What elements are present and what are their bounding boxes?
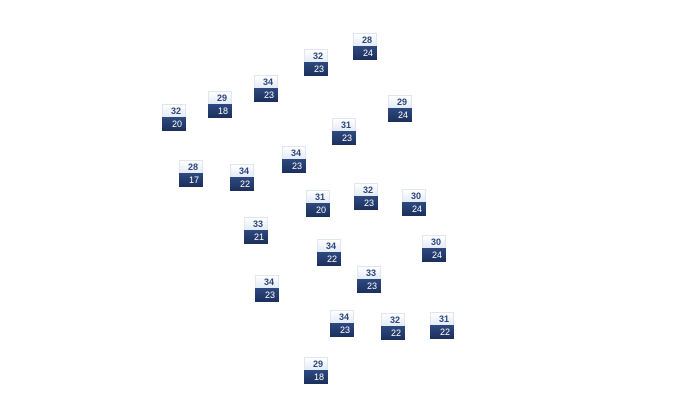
high-temperature: 29 xyxy=(388,95,412,108)
high-temperature: 34 xyxy=(255,275,279,288)
high-temperature: 32 xyxy=(162,104,186,117)
temperature-marker[interactable]: 28 24 xyxy=(353,33,377,60)
low-temperature: 24 xyxy=(388,108,412,122)
temperature-marker[interactable]: 32 20 xyxy=(162,104,186,131)
temperature-marker[interactable]: 34 23 xyxy=(254,75,278,102)
low-temperature: 23 xyxy=(354,196,378,210)
high-temperature: 34 xyxy=(282,146,306,159)
low-temperature: 22 xyxy=(230,177,254,191)
temperature-marker[interactable]: 32 22 xyxy=(381,313,405,340)
high-temperature: 34 xyxy=(317,239,341,252)
temperature-marker[interactable]: 34 22 xyxy=(317,239,341,266)
high-temperature: 34 xyxy=(254,75,278,88)
temperature-marker[interactable]: 34 22 xyxy=(230,164,254,191)
temperature-marker[interactable]: 33 21 xyxy=(244,217,268,244)
temperature-marker[interactable]: 31 20 xyxy=(306,190,330,217)
low-temperature: 22 xyxy=(381,326,405,340)
temperature-marker[interactable]: 32 23 xyxy=(304,49,328,76)
low-temperature: 22 xyxy=(430,325,454,339)
low-temperature: 21 xyxy=(244,230,268,244)
low-temperature: 23 xyxy=(255,288,279,302)
low-temperature: 24 xyxy=(402,202,426,216)
high-temperature: 29 xyxy=(304,357,328,370)
low-temperature: 18 xyxy=(304,370,328,384)
low-temperature: 17 xyxy=(179,173,203,187)
high-temperature: 31 xyxy=(306,190,330,203)
high-temperature: 32 xyxy=(354,183,378,196)
low-temperature: 20 xyxy=(306,203,330,217)
low-temperature: 23 xyxy=(282,159,306,173)
low-temperature: 23 xyxy=(254,88,278,102)
low-temperature: 18 xyxy=(208,104,232,118)
temperature-marker[interactable]: 32 23 xyxy=(354,183,378,210)
low-temperature: 23 xyxy=(357,279,381,293)
temperature-marker[interactable]: 34 23 xyxy=(330,310,354,337)
temperature-marker[interactable]: 30 24 xyxy=(402,189,426,216)
low-temperature: 20 xyxy=(162,117,186,131)
temperature-marker[interactable]: 29 18 xyxy=(304,357,328,384)
high-temperature: 31 xyxy=(430,312,454,325)
high-temperature: 32 xyxy=(304,49,328,62)
temperature-marker[interactable]: 31 22 xyxy=(430,312,454,339)
high-temperature: 33 xyxy=(244,217,268,230)
temperature-marker[interactable]: 34 23 xyxy=(255,275,279,302)
temperature-marker[interactable]: 30 24 xyxy=(422,235,446,262)
temperature-marker[interactable]: 29 24 xyxy=(388,95,412,122)
low-temperature: 23 xyxy=(332,131,356,145)
low-temperature: 24 xyxy=(353,46,377,60)
high-temperature: 34 xyxy=(330,310,354,323)
high-temperature: 28 xyxy=(353,33,377,46)
high-temperature: 31 xyxy=(332,118,356,131)
low-temperature: 23 xyxy=(304,62,328,76)
low-temperature: 24 xyxy=(422,248,446,262)
temperature-marker[interactable]: 29 18 xyxy=(208,91,232,118)
high-temperature: 30 xyxy=(402,189,426,202)
high-temperature: 28 xyxy=(179,160,203,173)
temperature-marker[interactable]: 31 23 xyxy=(332,118,356,145)
temperature-marker[interactable]: 33 23 xyxy=(357,266,381,293)
temperature-marker[interactable]: 34 23 xyxy=(282,146,306,173)
low-temperature: 22 xyxy=(317,252,341,266)
high-temperature: 33 xyxy=(357,266,381,279)
temperature-marker[interactable]: 28 17 xyxy=(179,160,203,187)
high-temperature: 32 xyxy=(381,313,405,326)
low-temperature: 23 xyxy=(330,323,354,337)
high-temperature: 34 xyxy=(230,164,254,177)
high-temperature: 30 xyxy=(422,235,446,248)
high-temperature: 29 xyxy=(208,91,232,104)
